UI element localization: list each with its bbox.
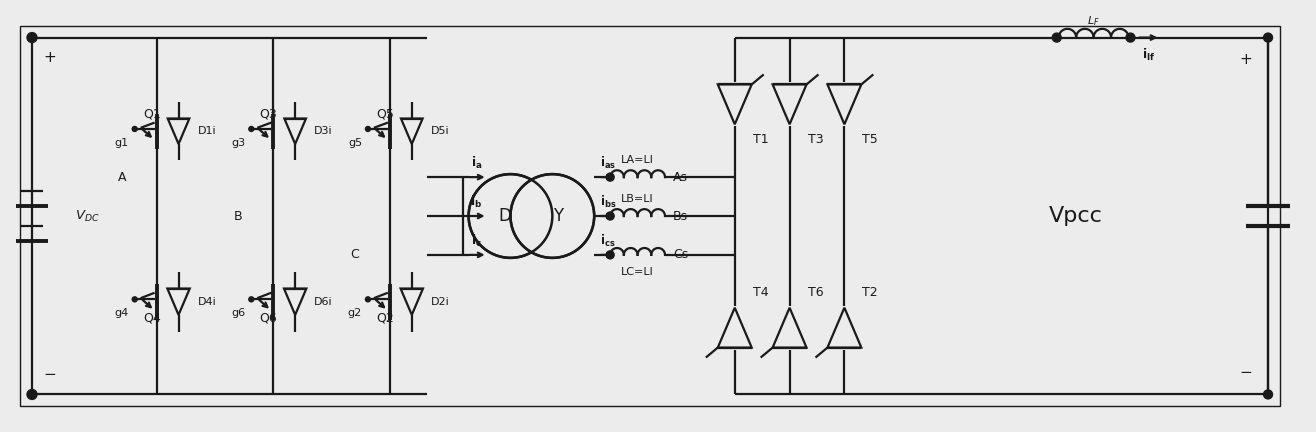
Text: −: − bbox=[1240, 365, 1253, 380]
Text: D: D bbox=[497, 207, 511, 225]
Text: Bs: Bs bbox=[672, 210, 688, 222]
Circle shape bbox=[132, 297, 137, 302]
Text: LB=Ll: LB=Ll bbox=[621, 194, 654, 204]
Text: +: + bbox=[43, 50, 57, 65]
Text: D4i: D4i bbox=[197, 297, 216, 307]
Text: $\mathbf{i_c}$: $\mathbf{i_c}$ bbox=[471, 233, 482, 249]
Text: Q1: Q1 bbox=[142, 108, 161, 121]
Text: g1: g1 bbox=[114, 138, 129, 148]
Text: $\mathbf{i_{lf}}$: $\mathbf{i_{lf}}$ bbox=[1142, 47, 1155, 63]
Text: T5: T5 bbox=[862, 133, 878, 146]
Text: $V_{DC}$: $V_{DC}$ bbox=[75, 209, 99, 223]
Text: D3i: D3i bbox=[315, 126, 333, 136]
Text: g2: g2 bbox=[347, 308, 362, 318]
Text: $\mathbf{i_a}$: $\mathbf{i_a}$ bbox=[471, 155, 483, 171]
Text: $\mathbf{i_{cs}}$: $\mathbf{i_{cs}}$ bbox=[600, 233, 616, 249]
Text: +: + bbox=[1240, 52, 1253, 67]
Text: T4: T4 bbox=[753, 286, 769, 299]
Circle shape bbox=[249, 297, 254, 302]
Text: LC=Ll: LC=Ll bbox=[621, 267, 654, 277]
Circle shape bbox=[607, 251, 615, 259]
Text: D6i: D6i bbox=[315, 297, 333, 307]
Circle shape bbox=[132, 127, 137, 131]
Text: Q4: Q4 bbox=[142, 311, 161, 324]
Text: As: As bbox=[672, 171, 688, 184]
Circle shape bbox=[511, 174, 595, 258]
Text: C: C bbox=[350, 248, 359, 261]
Text: T2: T2 bbox=[862, 286, 878, 299]
Circle shape bbox=[607, 173, 615, 181]
Text: Q5: Q5 bbox=[376, 108, 393, 121]
Text: $L_F$: $L_F$ bbox=[1087, 14, 1100, 28]
Circle shape bbox=[1053, 33, 1061, 42]
Text: $\mathbf{i_{as}}$: $\mathbf{i_{as}}$ bbox=[600, 155, 616, 171]
Circle shape bbox=[1263, 390, 1273, 399]
Circle shape bbox=[366, 127, 370, 131]
Text: g4: g4 bbox=[114, 308, 129, 318]
Text: A: A bbox=[117, 171, 126, 184]
Text: $\mathbf{i_{bs}}$: $\mathbf{i_{bs}}$ bbox=[600, 194, 616, 210]
Text: Q2: Q2 bbox=[376, 311, 393, 324]
Circle shape bbox=[1126, 33, 1134, 42]
Text: B: B bbox=[234, 210, 242, 222]
Text: Y: Y bbox=[553, 207, 563, 225]
Text: Vpcc: Vpcc bbox=[1049, 206, 1103, 226]
Text: D1i: D1i bbox=[197, 126, 216, 136]
Text: g3: g3 bbox=[232, 138, 245, 148]
Circle shape bbox=[28, 32, 37, 43]
Text: Cs: Cs bbox=[672, 248, 688, 261]
Text: g5: g5 bbox=[347, 138, 362, 148]
Text: −: − bbox=[43, 367, 57, 382]
Circle shape bbox=[1263, 33, 1273, 42]
Circle shape bbox=[366, 297, 370, 302]
Text: Q3: Q3 bbox=[259, 108, 278, 121]
Circle shape bbox=[28, 389, 37, 400]
Circle shape bbox=[468, 174, 553, 258]
Text: D2i: D2i bbox=[430, 297, 450, 307]
Text: T6: T6 bbox=[808, 286, 822, 299]
Text: Q6: Q6 bbox=[259, 311, 278, 324]
Circle shape bbox=[607, 212, 615, 220]
Text: $\mathbf{i_b}$: $\mathbf{i_b}$ bbox=[470, 194, 483, 210]
Text: g6: g6 bbox=[232, 308, 245, 318]
Circle shape bbox=[249, 127, 254, 131]
Text: T1: T1 bbox=[753, 133, 769, 146]
Text: D5i: D5i bbox=[430, 126, 449, 136]
Text: LA=Ll: LA=Ll bbox=[621, 155, 654, 165]
Text: T3: T3 bbox=[808, 133, 822, 146]
